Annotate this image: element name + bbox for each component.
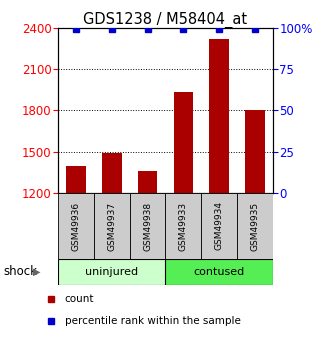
Bar xyxy=(237,193,273,259)
Title: GDS1238 / M58404_at: GDS1238 / M58404_at xyxy=(83,11,248,28)
Text: GSM49934: GSM49934 xyxy=(215,201,224,250)
Text: ▶: ▶ xyxy=(33,267,41,277)
Bar xyxy=(210,39,229,193)
Bar xyxy=(245,110,265,193)
Bar xyxy=(130,193,166,259)
Text: uninjured: uninjured xyxy=(85,267,138,277)
Bar xyxy=(138,171,158,193)
Bar xyxy=(166,193,201,259)
Bar xyxy=(66,166,86,193)
Text: shock: shock xyxy=(3,265,37,278)
Bar xyxy=(58,259,166,285)
Text: GSM49935: GSM49935 xyxy=(251,201,260,250)
Bar xyxy=(102,153,121,193)
Text: GSM49933: GSM49933 xyxy=(179,201,188,250)
Text: count: count xyxy=(65,294,94,304)
Bar xyxy=(94,193,130,259)
Text: GSM49938: GSM49938 xyxy=(143,201,152,250)
Bar xyxy=(201,193,237,259)
Bar xyxy=(58,193,94,259)
Bar xyxy=(166,259,273,285)
Text: GSM49937: GSM49937 xyxy=(107,201,116,250)
Text: GSM49936: GSM49936 xyxy=(71,201,80,250)
Text: percentile rank within the sample: percentile rank within the sample xyxy=(65,316,240,326)
Bar xyxy=(173,92,193,193)
Text: contused: contused xyxy=(194,267,245,277)
